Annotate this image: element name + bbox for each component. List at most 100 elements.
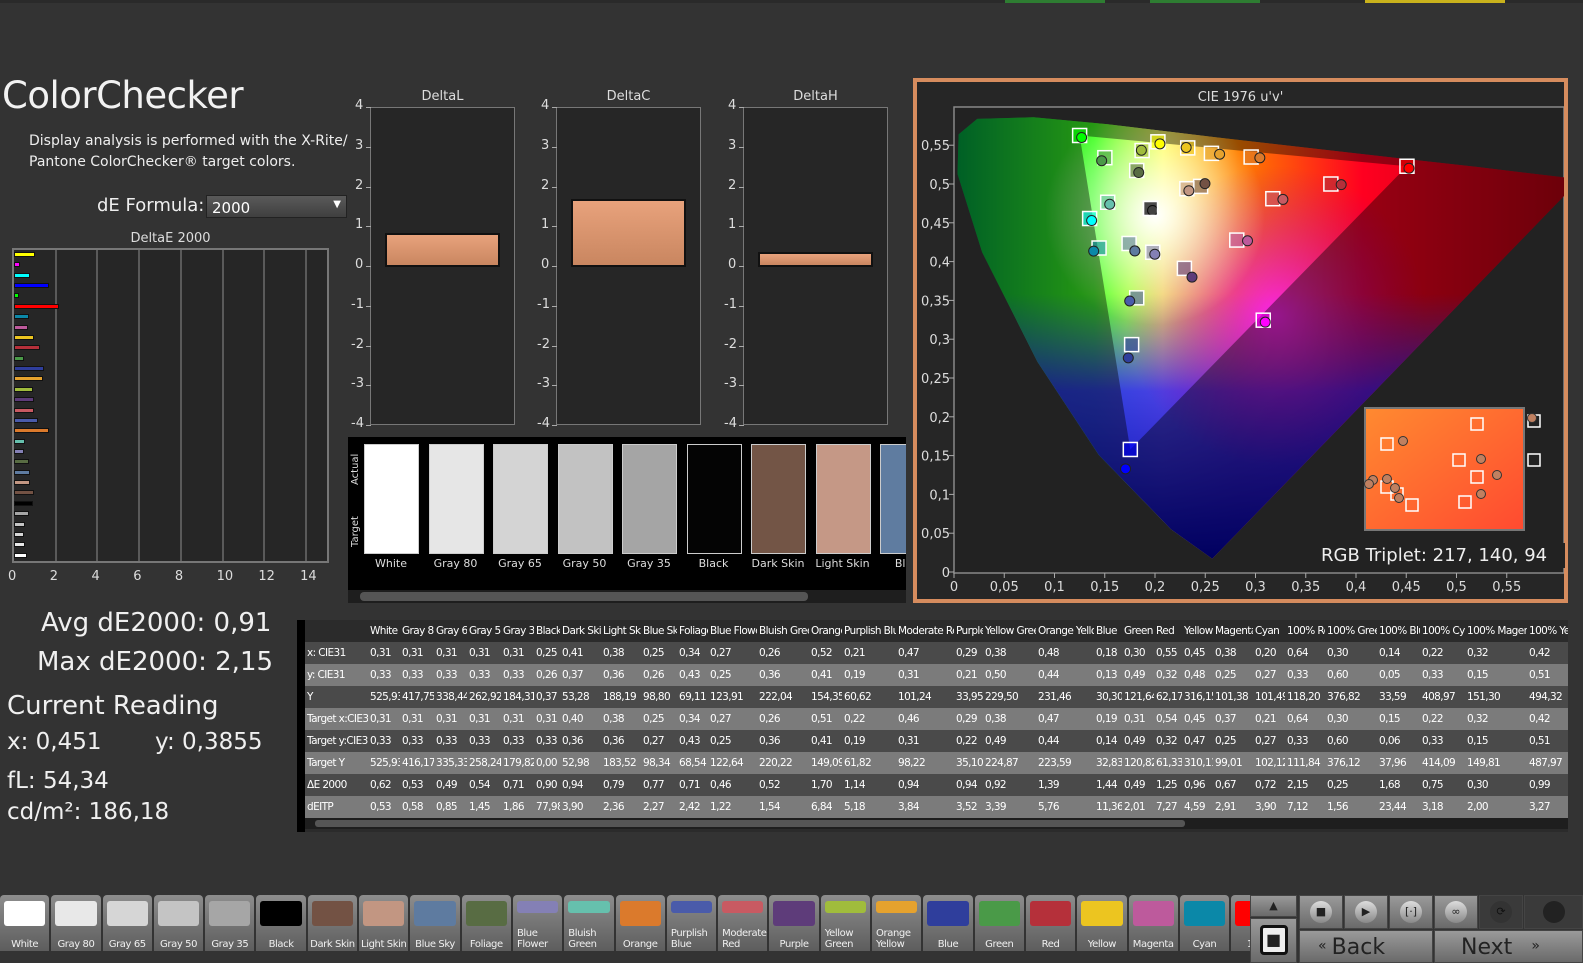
refresh-button[interactable]: ⟳	[1479, 895, 1523, 929]
table-cell: 0,49	[1124, 669, 1146, 681]
continuous-button[interactable]: ∞	[1434, 895, 1478, 929]
single-read-button[interactable]: [·]	[1389, 895, 1433, 929]
deltae-bar	[14, 552, 27, 558]
deltae-bar	[14, 459, 29, 465]
table-cell: 0,37	[1215, 713, 1237, 725]
swatch	[516, 901, 559, 913]
patch-label: Dark Skin	[751, 557, 805, 570]
table-cell: 0,25	[536, 647, 558, 659]
column-header: 100% Magenta	[1467, 625, 1527, 637]
scroll-thumb[interactable]	[360, 592, 808, 601]
patch-tab[interactable]: White	[0, 895, 50, 951]
patch-tab-label: 100	[1231, 939, 1250, 950]
y-tick-label: 2	[541, 177, 550, 193]
patch-tab[interactable]: Cyan	[1179, 895, 1230, 951]
patch-tab[interactable]: Purplish Blue	[666, 895, 717, 951]
column-header: 100% Yellow	[1529, 625, 1568, 637]
table-cell: 0,49	[1124, 779, 1146, 791]
y-tick-label: 3	[728, 137, 737, 153]
table-cell: 0,33	[1287, 669, 1309, 681]
scroll-up-button[interactable]: ▲	[1250, 895, 1297, 917]
column-header: Red	[1156, 625, 1175, 637]
patch-tab[interactable]: Gray 50	[153, 895, 204, 951]
patch-tab[interactable]: Light Skin	[359, 895, 409, 951]
measured-point	[1186, 271, 1198, 283]
stop-button[interactable]: ■	[1299, 895, 1343, 929]
patch-tab[interactable]: Gray 65	[102, 895, 152, 951]
patch-tab[interactable]: Blue Sky	[410, 895, 460, 951]
patch-tab[interactable]: Yellow	[1077, 895, 1127, 951]
table-cell: 68,54	[679, 757, 707, 769]
patch-strip-scrollbar[interactable]	[348, 590, 906, 603]
table-cell: 0,26	[759, 647, 781, 659]
measured-point	[1149, 248, 1161, 260]
back-button[interactable]: « Back	[1299, 930, 1433, 963]
patch-tab-label: Green	[985, 939, 1014, 950]
patch-tab[interactable]: Green	[974, 895, 1024, 951]
table-cell: 0,49	[985, 735, 1007, 747]
swatch	[55, 901, 97, 926]
patch-tab[interactable]: Red	[1025, 895, 1076, 951]
table-cell: 0,37	[562, 669, 584, 681]
de-formula-value: 2000	[212, 199, 251, 217]
next-button[interactable]: Next »	[1434, 930, 1583, 963]
column-header: Purple	[956, 625, 983, 637]
table-cell: 188,19	[603, 691, 637, 703]
patch-tab[interactable]: Dark Skin	[307, 895, 358, 951]
swatch	[311, 901, 354, 926]
patch-tab[interactable]: Orange Yellow	[872, 895, 922, 951]
table-cell: 0,51	[1529, 669, 1551, 681]
table-cell: 0,38	[985, 647, 1007, 659]
table-cell: 0,46	[710, 779, 732, 791]
table-cell: 122,64	[710, 757, 744, 769]
measured-point	[1394, 493, 1404, 503]
measured-point	[1382, 474, 1392, 484]
patch-tab[interactable]: Purple	[769, 895, 819, 951]
patch-tab[interactable]: Moderate Red	[718, 895, 768, 951]
patch-tab[interactable]: Bluish Green	[564, 895, 614, 951]
y-tick-label: -1	[724, 296, 737, 312]
patch-tab[interactable]: Yellow Green	[820, 895, 871, 951]
table-cell: 310,11	[1184, 757, 1213, 769]
y-tick-label: 0,05	[921, 527, 950, 542]
table-cell: 0,36	[603, 669, 625, 681]
table-cell: 2,36	[603, 801, 625, 813]
patch-tab[interactable]: Orange	[615, 895, 665, 951]
y-tick-label: 0,35	[921, 294, 950, 309]
y-tick-label: 0	[355, 257, 364, 272]
scroll-thumb[interactable]	[315, 820, 1185, 827]
patch-tab[interactable]: Black	[256, 895, 306, 951]
patch-tab[interactable]: Blue	[923, 895, 973, 951]
table-cell: 60,62	[844, 691, 872, 703]
patch-tab[interactable]: Blue Flower	[512, 895, 563, 951]
de-formula-select[interactable]: 2000 ▼	[206, 195, 347, 218]
y-tick-label: 0	[942, 566, 950, 581]
patch-tab[interactable]: 100	[1231, 895, 1250, 951]
column-header: Gray 80	[402, 625, 434, 637]
table-cell: 0,94	[956, 779, 978, 791]
stop-measure-button[interactable]: ■	[1250, 918, 1297, 963]
table-cell: 0,47	[1184, 735, 1206, 747]
table-cell: 120,82	[1124, 757, 1154, 769]
patch-tab[interactable]: Gray 80	[51, 895, 101, 951]
column-header: 100% Green	[1327, 625, 1377, 637]
swatch	[1029, 901, 1072, 926]
tick-mark	[366, 385, 371, 387]
y-tick-label: 1	[355, 217, 364, 233]
patch-tab[interactable]: Gray 35	[205, 895, 255, 951]
deltae-bar	[14, 334, 35, 340]
measured-point	[1398, 436, 1408, 446]
patch-tab[interactable]: Magenta	[1128, 895, 1178, 951]
play-button[interactable]: ▶	[1344, 895, 1388, 929]
deltae-bar	[14, 262, 21, 268]
column-header: 100% Red	[1287, 625, 1325, 637]
table-cell: 0,40	[562, 713, 584, 725]
record-button[interactable]	[1524, 895, 1583, 929]
patch-tab[interactable]: Foliage	[461, 895, 511, 951]
y-tick-label: 0,45	[921, 217, 950, 232]
table-scrollbar[interactable]	[305, 818, 1568, 829]
table-cell: 0,60	[1327, 669, 1349, 681]
column-header: Purplish Blue	[844, 625, 896, 637]
table-cell: 5,76	[1038, 801, 1060, 813]
patch-tab-label: Bluish Green	[568, 928, 597, 950]
